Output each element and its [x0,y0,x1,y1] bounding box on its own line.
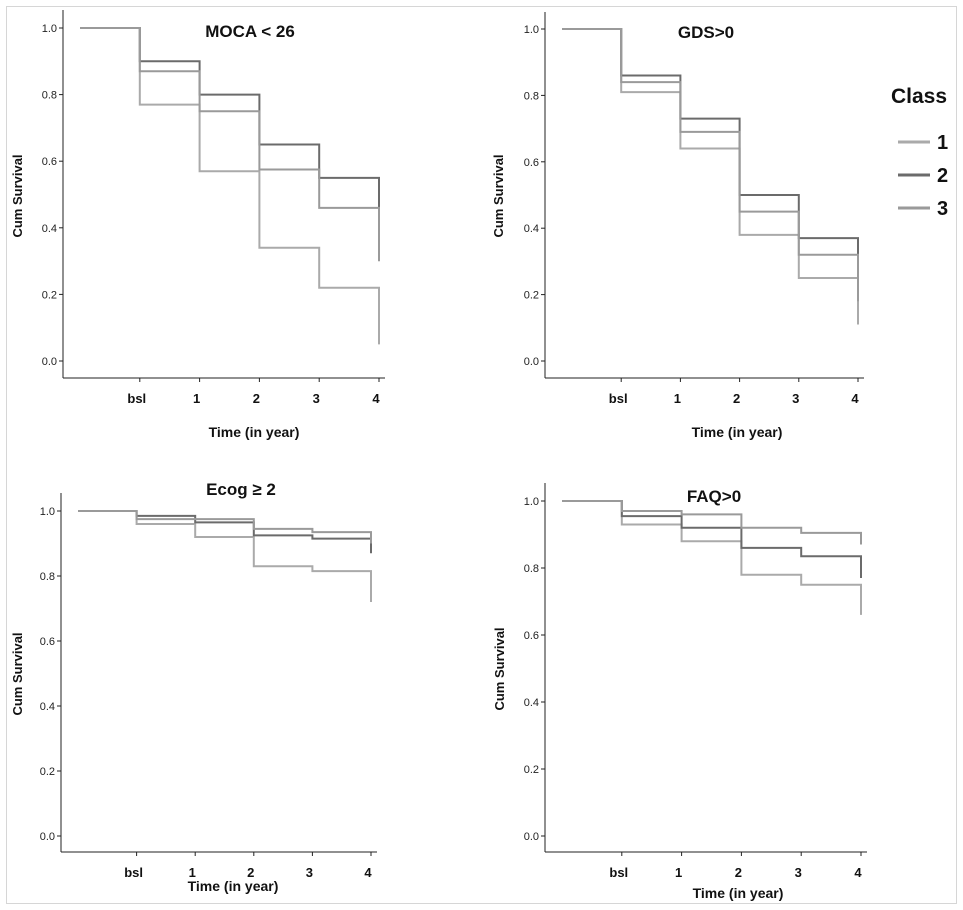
y-tick-label: 0.2 [42,289,57,301]
y-tick-label: 0.0 [42,356,57,368]
x-tick-label: bsl [609,391,628,406]
x-tick-label: 2 [253,391,260,406]
series-line-class-2 [562,500,862,579]
x-tick-label: 2 [733,391,740,406]
y-tick-label: 0.2 [524,764,539,776]
legend: Class 1 2 3 [891,85,948,220]
y-tick-label: 0.4 [524,223,539,235]
x-axis-title: Time (in year) [209,424,300,440]
y-tick-label: 0.4 [40,701,55,713]
chart-panel-gds: 0.0 0.2 0.4 0.6 0.8 1.0 bsl 1 2 3 4 Time (in year) C… [491,12,864,440]
series-line-class-1 [562,500,862,615]
x-tick-label: 3 [306,865,313,880]
y-axis-title: Cum Survival [10,632,25,715]
series-line-class-1 [78,510,372,602]
legend-item-1: 1 [898,132,948,154]
legend-label-2: 2 [937,165,948,187]
x-tick-label: 3 [792,391,799,406]
y-tick-label: 0.6 [40,636,55,648]
x-tick-label: 2 [247,865,254,880]
legend-item-3: 3 [898,198,948,220]
y-tick-label: 0.4 [524,697,539,709]
y-tick-label: 0.6 [524,630,539,642]
series-line-class-2 [562,28,859,278]
chart-panel-faq: 0.0 0.2 0.4 0.6 0.8 1.0 bsl 1 2 3 4 Time (in year) C… [492,483,867,901]
x-tick-label: bsl [124,865,143,880]
y-tick-label: 0.0 [524,831,539,843]
y-tick-label: 1.0 [42,23,57,35]
chart-panel-ecog: 0.0 0.2 0.4 0.6 0.8 1.0 bsl 1 2 3 4 Time (in year) C… [10,480,377,894]
y-tick-label: 0.2 [40,766,55,778]
series-line-class-3 [78,510,372,544]
x-tick-label: 1 [189,865,196,880]
x-tick-label: 3 [795,865,802,880]
legend-label-3: 3 [937,198,948,220]
x-axis-title: Time (in year) [693,885,784,901]
y-tick-label: 0.6 [524,157,539,169]
y-axis-title: Cum Survival [491,154,506,237]
y-axis-title: Cum Survival [10,154,25,237]
x-tick-label: 4 [372,391,380,406]
x-tick-label: 4 [854,865,862,880]
y-tick-label: 0.8 [524,90,539,102]
chart-title: Ecog ≥ 2 [206,480,276,499]
y-tick-label: 1.0 [524,24,539,36]
y-tick-label: 0.2 [524,290,539,302]
series-line-class-1 [80,27,380,345]
x-tick-label: 1 [674,391,681,406]
y-tick-label: 1.0 [40,506,55,518]
y-tick-label: 0.4 [42,223,57,235]
x-tick-label: 2 [735,865,742,880]
chart-title: GDS>0 [678,23,734,42]
y-tick-label: 0.0 [524,356,539,368]
y-axis-title: Cum Survival [492,627,507,710]
x-axis-title: Time (in year) [188,878,279,894]
y-tick-label: 0.6 [42,156,57,168]
chart-title: FAQ>0 [687,487,741,506]
x-tick-label: bsl [127,391,146,406]
figure-frame [6,6,957,904]
y-tick-label: 0.8 [42,90,57,102]
x-tick-label: 1 [675,865,682,880]
series-line-class-3 [562,28,859,302]
legend-item-2: 2 [898,165,948,187]
x-tick-label: 1 [193,391,200,406]
y-tick-label: 0.0 [40,831,55,843]
series-line-class-2 [80,27,380,262]
x-axis-title: Time (in year) [692,424,783,440]
y-tick-label: 0.8 [524,563,539,575]
series-line-class-3 [80,27,380,262]
chart-panel-moca: 0.0 0.2 0.4 0.6 0.8 1.0 bsl 1 2 3 4 Time (in year) C… [10,10,385,440]
legend-title: Class [891,85,947,108]
chart-title: MOCA < 26 [205,22,295,41]
x-tick-label: 3 [313,391,320,406]
series-line-class-3 [562,500,862,545]
y-tick-label: 0.8 [40,571,55,583]
legend-label-1: 1 [937,132,948,154]
x-tick-label: 4 [851,391,859,406]
series-line-class-1 [562,28,859,325]
x-tick-label: bsl [609,865,628,880]
y-tick-label: 1.0 [524,496,539,508]
x-tick-label: 4 [364,865,372,880]
